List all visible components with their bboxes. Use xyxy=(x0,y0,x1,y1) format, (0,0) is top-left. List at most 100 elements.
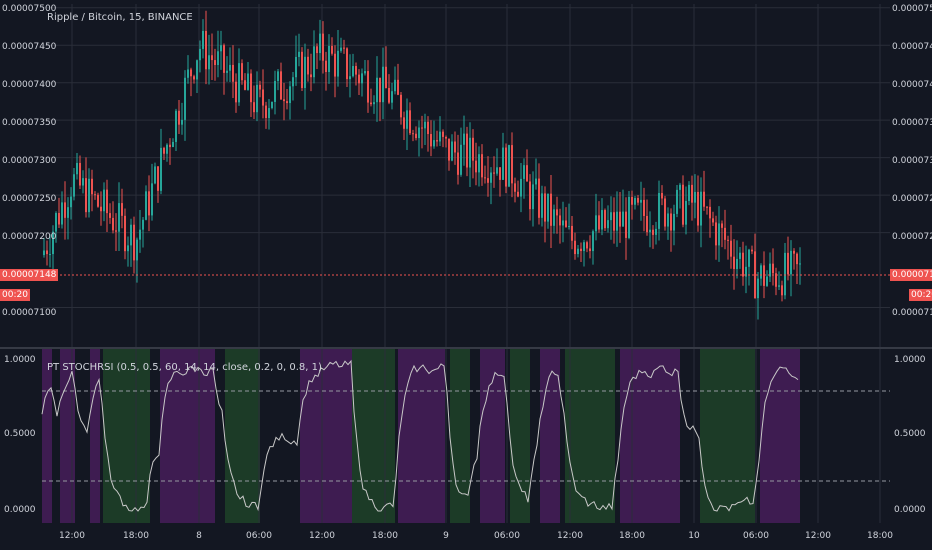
candle-body xyxy=(121,203,123,216)
candle-body xyxy=(382,66,384,103)
candle-body xyxy=(607,220,609,229)
candle-body xyxy=(58,213,60,225)
right-axis-label: 0.00007350 xyxy=(892,118,932,128)
candle-body xyxy=(262,89,264,106)
candle-body xyxy=(625,211,627,238)
candle-body xyxy=(304,56,306,88)
candle-body xyxy=(190,69,192,77)
candle-body xyxy=(334,53,336,77)
time-axis-label: 9 xyxy=(443,531,449,541)
candle-body xyxy=(379,77,381,103)
candle-body xyxy=(175,110,177,142)
candle-body xyxy=(622,211,624,227)
left-axis-label: 0.00007300 xyxy=(2,156,57,166)
candle-body xyxy=(796,253,798,265)
chart-title: Ripple / Bitcoin, 15, BINANCE xyxy=(47,12,193,23)
candle-body xyxy=(556,209,558,216)
candle-body xyxy=(619,211,621,227)
candle-body xyxy=(466,133,468,168)
candle-body xyxy=(259,84,261,90)
indicator-left-label: 0.5000 xyxy=(4,429,36,439)
candle-body xyxy=(508,145,510,187)
candle-body xyxy=(85,178,87,213)
countdown-tag-left: 00:20 xyxy=(0,289,30,301)
candle-body xyxy=(571,225,573,241)
last-price-tag-right: 0.00007148 xyxy=(890,269,932,281)
candle-body xyxy=(706,206,708,208)
candle-body xyxy=(355,66,357,75)
candle-body xyxy=(181,119,183,125)
candle-body xyxy=(151,183,153,216)
candle-body xyxy=(385,66,387,89)
candle-body xyxy=(172,141,174,148)
candle-body xyxy=(106,189,108,214)
candle-body xyxy=(193,76,195,80)
candle-body xyxy=(472,137,474,161)
candle-body xyxy=(139,229,141,240)
candle-body xyxy=(736,258,738,269)
candle-body xyxy=(739,252,741,259)
candle-body xyxy=(370,102,372,105)
time-axis-label: 12:00 xyxy=(557,531,583,541)
candle-body xyxy=(46,250,48,255)
stoch-zone xyxy=(160,349,215,523)
candle-body xyxy=(703,191,705,207)
candle-body xyxy=(427,121,429,135)
candle-body xyxy=(433,140,435,147)
candle-body xyxy=(496,167,498,174)
candle-body xyxy=(184,77,186,120)
time-axis-label: 06:00 xyxy=(743,531,769,541)
candle-body xyxy=(715,222,717,246)
candle-body xyxy=(409,110,411,134)
candle-body xyxy=(157,166,159,191)
candle-body xyxy=(196,60,198,80)
candle-body xyxy=(628,196,630,238)
candle-body xyxy=(316,46,318,54)
candle-body xyxy=(727,239,729,241)
indicator-left-label: 0.0000 xyxy=(4,505,36,515)
candle-body xyxy=(694,191,696,203)
candle-body xyxy=(436,140,438,142)
candle-body xyxy=(49,254,51,256)
candle-body xyxy=(598,215,600,230)
stoch-zone xyxy=(42,349,52,523)
candle-body xyxy=(595,215,597,232)
candles xyxy=(43,10,801,320)
candle-body xyxy=(337,50,339,77)
time-axis-label: 18:00 xyxy=(619,531,645,541)
candle-body xyxy=(475,160,477,173)
candle-body xyxy=(643,199,645,216)
stoch-zone xyxy=(760,349,800,523)
right-axis-label: 0.00007400 xyxy=(892,80,932,90)
candle-body xyxy=(793,250,795,254)
time-axis-label: 06:00 xyxy=(246,531,272,541)
stoch-zone xyxy=(480,349,505,523)
candle-body xyxy=(550,193,552,226)
indicator-right-label: 0.5000 xyxy=(894,429,926,439)
candle-body xyxy=(760,265,762,279)
candle-body xyxy=(442,131,444,137)
stoch-zone xyxy=(300,349,352,523)
stoch-zone xyxy=(103,349,150,523)
time-axis-label: 18:00 xyxy=(372,531,398,541)
candle-body xyxy=(253,102,255,113)
time-axis-label: 8 xyxy=(196,531,202,541)
candle-body xyxy=(241,63,243,81)
candle-body xyxy=(397,79,399,95)
candle-body xyxy=(463,133,465,145)
candle-body xyxy=(205,30,207,70)
candle-body xyxy=(610,212,612,221)
candle-body xyxy=(517,191,519,197)
candle-body xyxy=(127,245,129,252)
candle-body xyxy=(547,193,549,222)
candle-body xyxy=(340,47,342,51)
candle-body xyxy=(688,184,690,201)
candle-body xyxy=(667,213,669,227)
candle-body xyxy=(250,73,252,103)
candle-body xyxy=(391,91,393,103)
candle-body xyxy=(661,193,663,199)
candle-body xyxy=(487,178,489,183)
candle-body xyxy=(328,45,330,73)
candle-body xyxy=(211,55,213,61)
